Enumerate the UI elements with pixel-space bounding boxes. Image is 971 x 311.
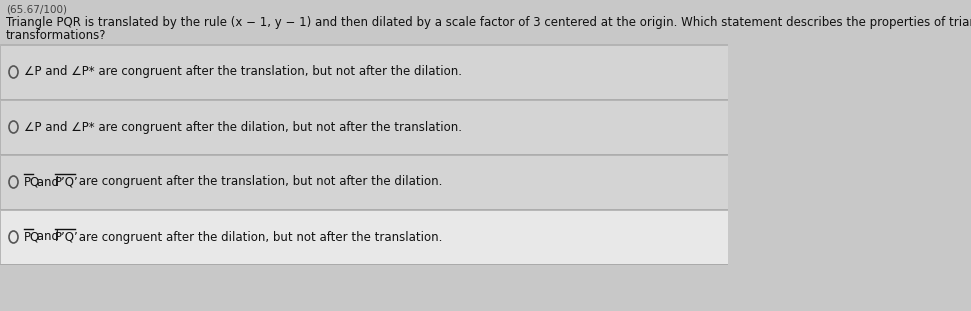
Text: PQ: PQ [24,175,40,188]
Text: are congruent after the translation, but not after the dilation.: are congruent after the translation, but… [75,175,442,188]
Text: ∠P and ∠P* are congruent after the translation, but not after the dilation.: ∠P and ∠P* are congruent after the trans… [24,66,462,78]
Text: ∠P and ∠P* are congruent after the dilation, but not after the translation.: ∠P and ∠P* are congruent after the dilat… [24,120,462,133]
Bar [0,155,728,209]
Bar [0,100,728,154]
Text: P’Q’: P’Q’ [55,175,79,188]
Text: are congruent after the dilation, but not after the translation.: are congruent after the dilation, but no… [75,230,442,244]
Text: PQ: PQ [24,230,40,244]
Bar [0,45,728,99]
Text: (65.67/100): (65.67/100) [6,4,67,14]
Text: transformations?: transformations? [6,29,107,42]
Text: and: and [33,175,63,188]
Text: Triangle PQR is translated by the rule (x − 1, y − 1) and then dilated by a scal: Triangle PQR is translated by the rule (… [6,16,971,29]
Text: P’Q’: P’Q’ [55,230,79,244]
Text: and: and [33,230,63,244]
Bar [0,210,728,264]
